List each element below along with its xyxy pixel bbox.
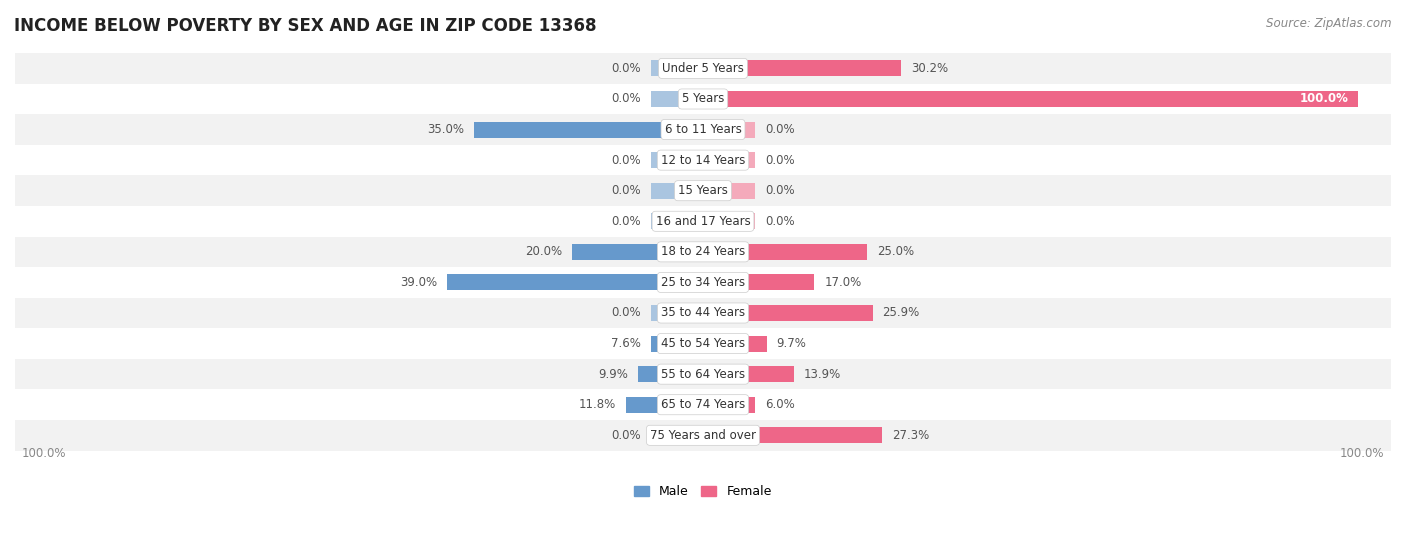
- Bar: [703, 335, 766, 352]
- Text: 0.0%: 0.0%: [765, 184, 794, 197]
- Text: 55 to 64 Years: 55 to 64 Years: [661, 368, 745, 381]
- Text: 25.0%: 25.0%: [876, 245, 914, 258]
- Bar: [703, 152, 755, 168]
- Bar: [651, 183, 703, 198]
- Text: 0.0%: 0.0%: [612, 215, 641, 228]
- Text: 0.0%: 0.0%: [765, 154, 794, 167]
- Bar: [626, 397, 703, 413]
- Text: 12 to 14 Years: 12 to 14 Years: [661, 154, 745, 167]
- Bar: [651, 214, 703, 229]
- Bar: [15, 114, 1391, 145]
- Bar: [703, 244, 868, 260]
- Text: 7.6%: 7.6%: [610, 337, 641, 350]
- Text: 0.0%: 0.0%: [612, 306, 641, 320]
- Text: 9.7%: 9.7%: [776, 337, 806, 350]
- Text: 65 to 74 Years: 65 to 74 Years: [661, 398, 745, 411]
- Text: 39.0%: 39.0%: [401, 276, 437, 289]
- Text: 0.0%: 0.0%: [612, 184, 641, 197]
- Bar: [651, 305, 703, 321]
- Bar: [15, 420, 1391, 451]
- Text: 13.9%: 13.9%: [804, 368, 841, 381]
- Bar: [15, 84, 1391, 114]
- Text: 9.9%: 9.9%: [599, 368, 628, 381]
- Text: 0.0%: 0.0%: [765, 215, 794, 228]
- Text: 11.8%: 11.8%: [579, 398, 616, 411]
- Bar: [15, 53, 1391, 84]
- Bar: [15, 328, 1391, 359]
- Text: 0.0%: 0.0%: [612, 154, 641, 167]
- Legend: Male, Female: Male, Female: [630, 481, 776, 502]
- Bar: [572, 244, 703, 260]
- Bar: [15, 236, 1391, 267]
- Text: 25 to 34 Years: 25 to 34 Years: [661, 276, 745, 289]
- Bar: [15, 176, 1391, 206]
- Text: 0.0%: 0.0%: [765, 123, 794, 136]
- Text: INCOME BELOW POVERTY BY SEX AND AGE IN ZIP CODE 13368: INCOME BELOW POVERTY BY SEX AND AGE IN Z…: [14, 17, 596, 35]
- Bar: [703, 427, 882, 443]
- Bar: [638, 366, 703, 382]
- Bar: [15, 390, 1391, 420]
- Text: 27.3%: 27.3%: [891, 429, 929, 442]
- Text: 5 Years: 5 Years: [682, 92, 724, 106]
- Text: 35 to 44 Years: 35 to 44 Years: [661, 306, 745, 320]
- Bar: [703, 183, 755, 198]
- Text: 0.0%: 0.0%: [612, 62, 641, 75]
- Text: 0.0%: 0.0%: [612, 92, 641, 106]
- Bar: [651, 335, 703, 352]
- Text: 16 and 17 Years: 16 and 17 Years: [655, 215, 751, 228]
- Bar: [703, 91, 1358, 107]
- Bar: [651, 91, 703, 107]
- Text: Under 5 Years: Under 5 Years: [662, 62, 744, 75]
- Text: 18 to 24 Years: 18 to 24 Years: [661, 245, 745, 258]
- Bar: [651, 427, 703, 443]
- Text: 17.0%: 17.0%: [824, 276, 862, 289]
- Bar: [447, 274, 703, 290]
- Text: 6 to 11 Years: 6 to 11 Years: [665, 123, 741, 136]
- Text: 100.0%: 100.0%: [21, 447, 66, 459]
- Bar: [474, 122, 703, 138]
- Bar: [15, 206, 1391, 236]
- Text: 100.0%: 100.0%: [1299, 92, 1348, 106]
- Text: 45 to 54 Years: 45 to 54 Years: [661, 337, 745, 350]
- Bar: [651, 60, 703, 77]
- Text: 6.0%: 6.0%: [765, 398, 794, 411]
- Bar: [703, 274, 814, 290]
- Bar: [703, 366, 794, 382]
- Text: Source: ZipAtlas.com: Source: ZipAtlas.com: [1267, 17, 1392, 30]
- Bar: [651, 152, 703, 168]
- Bar: [703, 397, 755, 413]
- Bar: [15, 359, 1391, 390]
- Text: 15 Years: 15 Years: [678, 184, 728, 197]
- Bar: [703, 122, 755, 138]
- Bar: [703, 214, 755, 229]
- Bar: [15, 267, 1391, 298]
- Text: 20.0%: 20.0%: [524, 245, 562, 258]
- Text: 0.0%: 0.0%: [612, 429, 641, 442]
- Bar: [703, 60, 901, 77]
- Text: 25.9%: 25.9%: [883, 306, 920, 320]
- Text: 100.0%: 100.0%: [1340, 447, 1385, 459]
- Bar: [15, 298, 1391, 328]
- Text: 35.0%: 35.0%: [427, 123, 464, 136]
- Text: 75 Years and over: 75 Years and over: [650, 429, 756, 442]
- Text: 30.2%: 30.2%: [911, 62, 948, 75]
- Bar: [703, 305, 873, 321]
- Bar: [15, 145, 1391, 176]
